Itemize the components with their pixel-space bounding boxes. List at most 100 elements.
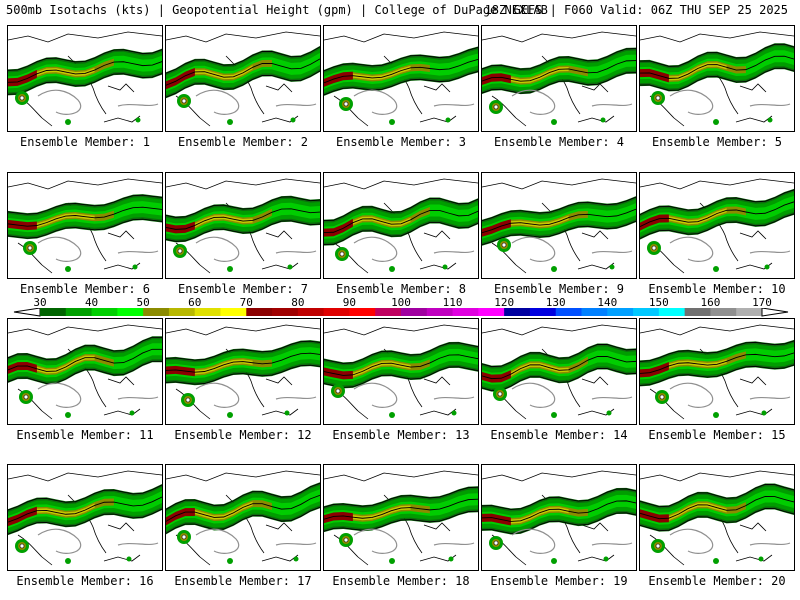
legend-color-swatch <box>246 308 273 316</box>
ensemble-panel-8 <box>323 172 479 279</box>
isotach-band-80 <box>324 367 353 380</box>
height-contour <box>640 496 794 520</box>
height-contour-gray <box>37 89 82 115</box>
ensemble-member-caption: Ensemble Member: 15 <box>648 428 786 442</box>
legend-color-swatch <box>220 308 247 316</box>
height-contour-gray <box>195 528 240 554</box>
height-contour <box>324 47 478 72</box>
height-contour-gray <box>591 542 633 546</box>
height-contour-gray <box>511 528 556 554</box>
isotach-band-80 <box>640 361 669 378</box>
caribbean-islands <box>103 408 141 416</box>
height-contour <box>8 73 162 95</box>
coastline-north <box>640 31 794 43</box>
legend-color-swatch <box>323 308 350 316</box>
ensemble-member-caption: Ensemble Member: 5 <box>651 135 783 149</box>
height-contour <box>166 58 320 86</box>
height-contour <box>482 196 636 222</box>
isotach-band-60 <box>501 356 588 382</box>
isotach-patch <box>389 119 395 125</box>
isotach-patch <box>65 119 71 125</box>
coastline-west <box>17 242 53 274</box>
ensemble-member-caption: Ensemble Member: 4 <box>493 135 625 149</box>
coastline-north <box>8 324 162 336</box>
ensemble-panel-16 <box>7 464 163 571</box>
height-contour-gray <box>37 236 82 262</box>
isotach-band-60 <box>659 351 746 374</box>
legend-color-swatch <box>117 308 144 316</box>
height-contour-gray <box>353 528 398 554</box>
ensemble-panel-19 <box>481 464 637 571</box>
height-contour <box>482 72 636 94</box>
height-contour-gray <box>195 89 240 115</box>
height-contour <box>324 71 478 96</box>
caribbean-islands <box>735 554 773 562</box>
height-contour-gray <box>749 396 791 400</box>
isotach-patch <box>451 410 457 416</box>
ensemble-panel-12 <box>165 318 321 425</box>
legend-color-swatch <box>375 308 402 316</box>
height-contour-gray <box>195 382 240 408</box>
ensemble-panel-11 <box>7 318 163 425</box>
height-contour <box>324 209 478 234</box>
height-contour <box>640 55 794 79</box>
tropical-cyclone-eye <box>501 242 507 248</box>
height-contour <box>482 488 636 510</box>
height-contour <box>8 496 162 523</box>
legend-tick-label: 60 <box>188 296 202 309</box>
legend-tick-label: 40 <box>84 296 99 309</box>
height-contour <box>324 59 478 84</box>
height-contour <box>166 46 320 74</box>
ensemble-member-caption: Ensemble Member: 17 <box>174 574 312 588</box>
tropical-cyclone-eye <box>497 391 503 397</box>
tropical-cyclone-eye <box>177 248 183 254</box>
coastline-north <box>482 324 636 336</box>
isotach-map <box>324 324 478 420</box>
coastline-north <box>166 178 320 190</box>
isotach-band-80 <box>166 221 195 234</box>
isotach-map <box>166 178 320 274</box>
legend-color-swatch <box>143 308 170 316</box>
tropical-cyclone-eye <box>659 394 665 400</box>
legend-color-swatch <box>426 308 454 316</box>
legend-min-arrow <box>13 308 41 317</box>
height-contour <box>8 360 162 384</box>
height-contour-gray <box>433 542 475 546</box>
coastline-north <box>324 178 478 190</box>
height-contour <box>482 60 636 82</box>
isotach-map <box>166 324 320 420</box>
coastline-north <box>324 470 478 482</box>
ensemble-panel-6 <box>7 172 163 279</box>
legend-color-swatch <box>65 308 93 316</box>
height-contour-gray <box>353 236 398 262</box>
height-contour-gray <box>275 396 317 400</box>
coastline-north <box>8 178 162 190</box>
isotach-patch <box>761 410 767 416</box>
isotach-patch <box>389 558 395 564</box>
ensemble-member-caption: Ensemble Member: 8 <box>335 282 467 296</box>
caribbean-islands <box>419 115 457 123</box>
isotach-map <box>482 31 636 127</box>
coastline-north <box>8 470 162 482</box>
isotach-patch <box>603 556 609 562</box>
height-contour <box>324 498 478 520</box>
legend-tick-label: 160 <box>700 296 721 309</box>
tropical-cyclone-eye <box>655 543 661 549</box>
height-contour-gray <box>433 396 475 400</box>
coastline-north <box>640 178 794 190</box>
height-contour-gray <box>669 236 714 262</box>
legend-color-swatch <box>555 308 582 316</box>
coastline-west <box>491 242 527 274</box>
legend-color-swatch <box>478 308 505 316</box>
ensemble-panel-9 <box>481 172 637 279</box>
run-valid-time: 18Z GEFS | F060 Valid: 06Z THU SEP 25 20… <box>484 3 788 17</box>
isotach-patch <box>227 119 233 125</box>
isotach-map <box>640 178 794 274</box>
isotach-band-80 <box>640 68 669 83</box>
caribbean-islands <box>735 115 773 123</box>
isotach-map <box>166 470 320 566</box>
height-contour <box>640 201 794 228</box>
ensemble-panel-5 <box>639 25 795 132</box>
legend-color-swatch <box>607 308 634 316</box>
height-contour <box>8 508 162 535</box>
